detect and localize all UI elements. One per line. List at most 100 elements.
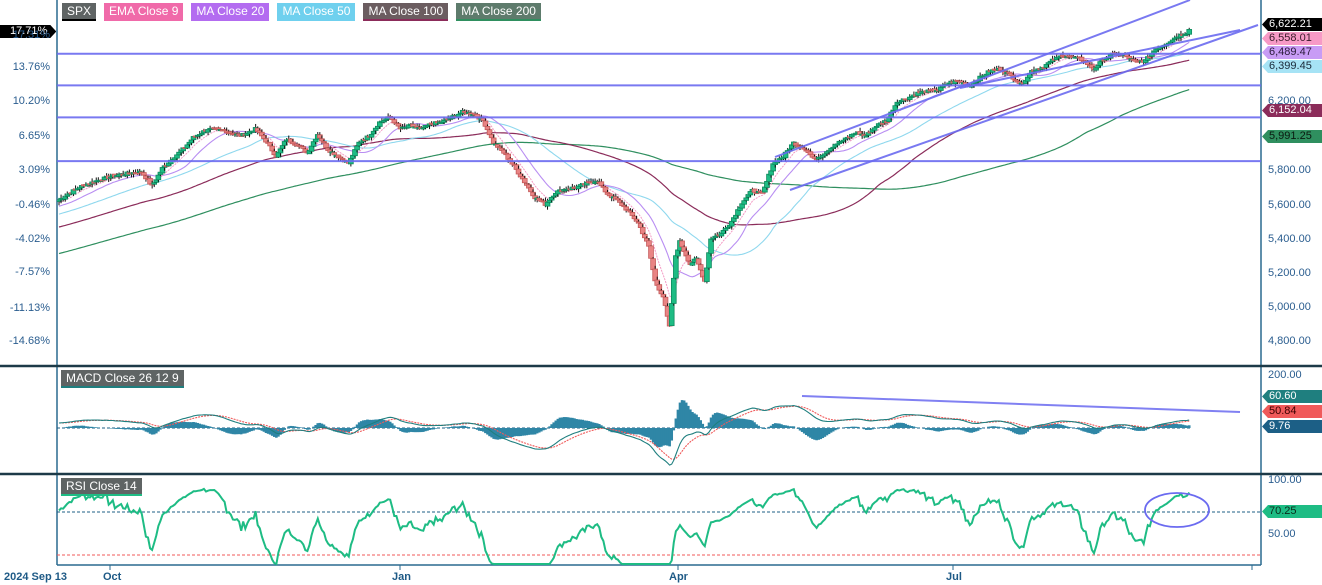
macd-histogram-bar xyxy=(134,428,137,430)
pct-tick: -4.02% xyxy=(15,233,50,245)
macd-histogram-bar xyxy=(883,426,887,428)
ma200-line xyxy=(58,89,1190,255)
macd-histogram-bar xyxy=(877,427,881,428)
macd-histogram-bar xyxy=(308,428,311,430)
macd-histogram-bar xyxy=(446,427,450,428)
macd-histogram-bar xyxy=(457,426,460,428)
macd-histogram-bar xyxy=(513,428,516,437)
macd-histogram-bar xyxy=(771,424,775,428)
macd-histogram-bar xyxy=(564,417,568,428)
macd-label[interactable]: MACD Close 26 12 9 xyxy=(61,370,184,388)
macd-histogram-bar xyxy=(786,425,789,428)
legend-ma100[interactable]: MA Close 100 xyxy=(363,3,449,21)
macd-histogram-bar xyxy=(893,423,897,428)
macd-histogram-bar xyxy=(734,418,738,428)
macd-histogram-bar xyxy=(448,427,452,428)
macd-histogram-bar xyxy=(1067,426,1071,428)
macd-histogram-bar xyxy=(1007,428,1011,431)
macd-histogram-bar xyxy=(763,428,767,430)
macd-histogram-bar xyxy=(724,415,727,428)
candle xyxy=(199,133,205,136)
macd-histogram-bar xyxy=(459,426,462,428)
macd-histogram-bar xyxy=(225,428,228,433)
macd-histogram-bar xyxy=(1134,428,1137,431)
macd-histogram-bar xyxy=(1111,425,1114,428)
macd-histogram-bar xyxy=(70,426,73,428)
legend-ema9[interactable]: EMA Close 9 xyxy=(104,3,184,21)
macd-histogram-bar xyxy=(554,420,558,428)
legend-ma20[interactable]: MA Close 20 xyxy=(191,3,270,21)
macd-histogram-bar xyxy=(535,428,539,434)
macd-histogram-bar xyxy=(631,428,634,434)
macd-histogram-bar xyxy=(819,428,823,440)
macd-histogram-bar xyxy=(529,428,533,435)
macd-histogram-bar xyxy=(616,428,620,433)
candle xyxy=(521,178,528,184)
macd-histogram-bar xyxy=(1055,424,1059,428)
legend-ma50[interactable]: MA Close 50 xyxy=(277,3,356,21)
legend-ma200[interactable]: MA Close 200 xyxy=(456,3,541,21)
macd-histogram-bar xyxy=(256,428,260,430)
macd-histogram-bar xyxy=(426,428,429,431)
macd-histogram-bar xyxy=(813,428,816,440)
macd-histogram-bar xyxy=(196,422,199,428)
candle xyxy=(662,296,669,306)
macd-histogram-bar xyxy=(177,421,181,428)
macd-histogram-bar xyxy=(1183,425,1187,428)
macd-histogram-bar xyxy=(1090,428,1094,434)
macd-histogram-bar xyxy=(1076,428,1079,430)
macd-histogram-bar xyxy=(397,428,400,430)
macd-histogram-bar xyxy=(1018,428,1021,435)
macd-histogram-bar xyxy=(742,418,746,428)
ma100-tag: 6,152.04 xyxy=(1262,104,1322,117)
macd-histogram-bar xyxy=(751,420,754,428)
candle xyxy=(668,303,675,327)
macd-histogram-bar xyxy=(181,421,185,428)
macd-histogram-bar xyxy=(250,428,253,432)
macd-histogram-bar xyxy=(1011,428,1015,433)
macd-histogram-bar xyxy=(384,420,388,428)
macd-histogram-bar xyxy=(287,426,291,428)
macd-histogram-bar xyxy=(695,414,698,428)
candle xyxy=(873,125,880,128)
macd-histogram-bar xyxy=(477,428,481,431)
candle xyxy=(215,127,222,130)
macd-histogram-bar xyxy=(686,405,690,428)
macd-histogram-bar xyxy=(173,422,177,428)
candle xyxy=(269,145,276,152)
macd-histogram-bar xyxy=(92,427,96,428)
macd-histogram-bar xyxy=(1053,424,1056,428)
macd-histogram-bar xyxy=(775,423,779,428)
macd-histogram-bar xyxy=(773,423,777,428)
macd-histogram-bar xyxy=(1117,425,1121,428)
macd-histogram-bar xyxy=(237,428,241,435)
candle xyxy=(331,152,338,156)
macd-histogram-bar xyxy=(266,428,270,434)
macd-histogram-bar xyxy=(1185,425,1189,428)
macd-histogram-bar xyxy=(434,428,438,429)
pct-tick: 13.76% xyxy=(12,61,50,73)
macd-histogram-bar xyxy=(484,428,487,434)
macd-histogram-bar xyxy=(869,428,872,430)
macd-histogram-bar xyxy=(88,426,92,428)
macd-histogram-bar xyxy=(453,426,456,428)
macd-histogram-bar xyxy=(1144,428,1148,431)
macd-histogram-bar xyxy=(1028,428,1032,430)
macd-histogram-bar xyxy=(749,419,752,428)
macd-histogram-bar xyxy=(175,422,179,428)
macd-histogram-bar xyxy=(183,421,187,428)
macd-histogram-bar xyxy=(910,426,914,428)
macd-histogram-bar xyxy=(966,428,970,433)
macd-histogram-bar xyxy=(316,423,320,428)
macd-histogram-bar xyxy=(204,425,208,428)
macd-histogram-bar xyxy=(1065,426,1069,428)
macd-histogram-bar xyxy=(312,426,315,428)
rsi-line xyxy=(58,487,1191,566)
macd-histogram-bar xyxy=(262,428,266,432)
rsi-label[interactable]: RSI Close 14 xyxy=(61,478,142,496)
legend-spx[interactable]: SPX xyxy=(62,3,97,21)
macd-histogram-bar xyxy=(90,426,94,428)
macd-histogram-bar xyxy=(811,428,814,439)
macd-histogram-bar xyxy=(1187,425,1191,428)
